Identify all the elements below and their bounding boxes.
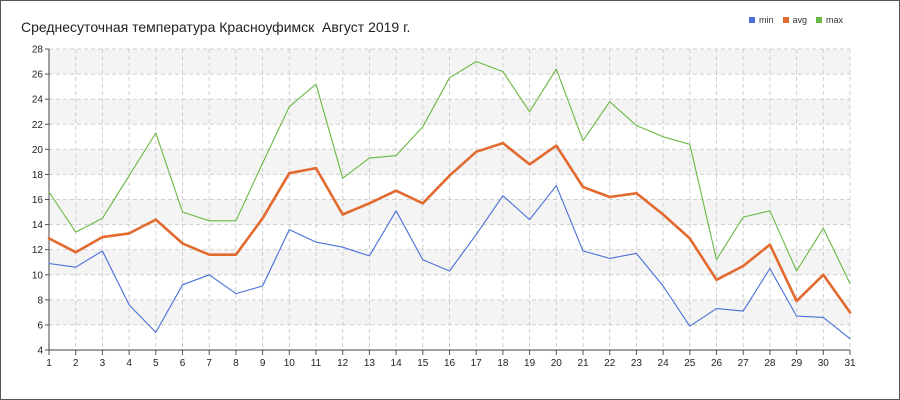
x-tick-label: 1 bbox=[46, 358, 52, 369]
legend-label: avg bbox=[792, 15, 808, 25]
x-tick-label: 9 bbox=[260, 358, 266, 369]
y-tick-label: 12 bbox=[32, 245, 44, 256]
legend-item-max: max bbox=[816, 15, 843, 25]
x-tick-label: 8 bbox=[233, 358, 239, 369]
x-tick-label: 5 bbox=[153, 358, 159, 369]
x-tick-label: 12 bbox=[337, 358, 349, 369]
y-tick-label: 20 bbox=[32, 145, 44, 156]
legend-item-min: min bbox=[749, 15, 774, 25]
x-tick-label: 27 bbox=[738, 358, 750, 369]
x-tick-label: 17 bbox=[471, 358, 483, 369]
x-tick-label: 20 bbox=[551, 358, 563, 369]
x-tick-label: 28 bbox=[764, 358, 776, 369]
y-tick-label: 14 bbox=[32, 220, 44, 231]
legend-label: max bbox=[826, 15, 844, 25]
y-tick-label: 24 bbox=[32, 95, 44, 106]
y-tick-label: 4 bbox=[37, 346, 43, 357]
x-tick-label: 4 bbox=[126, 358, 132, 369]
y-tick-label: 8 bbox=[37, 295, 43, 306]
x-tick-label: 2 bbox=[73, 358, 79, 369]
x-tick-label: 19 bbox=[524, 358, 536, 369]
y-tick-label: 6 bbox=[37, 320, 43, 331]
legend-swatch bbox=[749, 17, 755, 23]
series-line-avg bbox=[47, 141, 852, 314]
y-tick-label: 26 bbox=[32, 70, 44, 81]
x-tick-label: 30 bbox=[818, 358, 830, 369]
x-tick-label: 24 bbox=[658, 358, 670, 369]
x-tick-label: 21 bbox=[577, 358, 589, 369]
x-tick-label: 18 bbox=[497, 358, 509, 369]
series-line-min bbox=[48, 185, 851, 340]
y-tick-label: 22 bbox=[32, 120, 44, 131]
x-tick-label: 14 bbox=[391, 358, 403, 369]
legend-swatch bbox=[816, 17, 823, 23]
x-tick-label: 16 bbox=[444, 358, 456, 369]
legend-swatch bbox=[782, 17, 789, 23]
x-tick-label: 29 bbox=[791, 358, 803, 369]
legend-label: min bbox=[759, 15, 774, 25]
legend-item-avg: avg bbox=[782, 15, 808, 25]
x-tick-label: 3 bbox=[100, 358, 106, 369]
x-tick-label: 22 bbox=[604, 358, 616, 369]
y-tick-label: 28 bbox=[32, 45, 44, 56]
y-tick-label: 10 bbox=[32, 270, 44, 281]
x-tick-label: 15 bbox=[417, 358, 429, 369]
x-tick-label: 6 bbox=[180, 358, 186, 369]
x-tick-label: 31 bbox=[844, 358, 856, 369]
x-tick-label: 13 bbox=[364, 358, 376, 369]
x-tick-label: 10 bbox=[284, 358, 296, 369]
grid-band bbox=[49, 49, 850, 75]
x-tick-label: 11 bbox=[311, 358, 322, 369]
x-tick-label: 25 bbox=[684, 358, 696, 369]
x-tick-label: 7 bbox=[206, 358, 212, 369]
series-line-max bbox=[48, 60, 851, 285]
x-tick-label: 23 bbox=[631, 358, 643, 369]
y-tick-label: 18 bbox=[32, 170, 44, 181]
y-tick-label: 16 bbox=[32, 195, 44, 206]
legend: min avg max bbox=[749, 15, 852, 25]
x-tick-label: 26 bbox=[711, 358, 723, 369]
chart-title: Среднесуточная температура Красноуфимск … bbox=[21, 19, 411, 35]
